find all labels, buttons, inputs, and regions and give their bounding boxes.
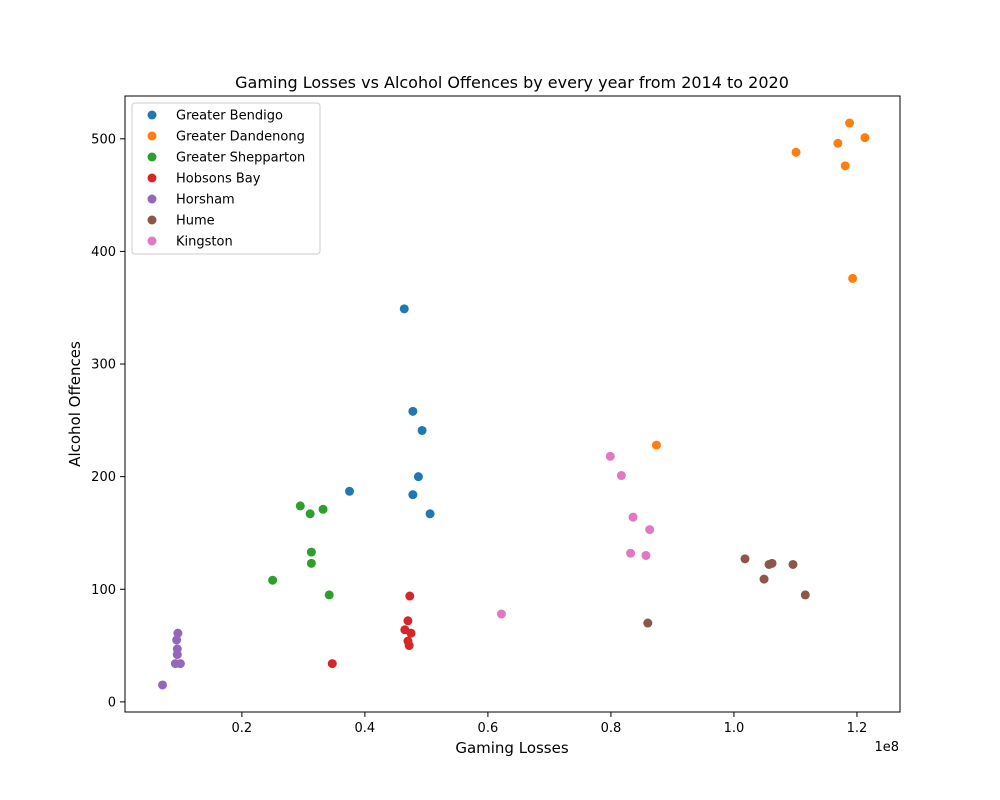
legend-marker-hume xyxy=(147,215,157,225)
point-kingston xyxy=(641,550,651,560)
point-hobsons-bay xyxy=(405,591,415,601)
x-tick-label: 0.2 xyxy=(232,721,253,736)
x-tick-label: 1.0 xyxy=(724,721,745,736)
y-tick-label: 100 xyxy=(91,583,116,598)
legend-marker-hobsons-bay xyxy=(147,173,157,183)
point-greater-bendigo xyxy=(345,486,355,496)
point-hobsons-bay xyxy=(403,616,413,626)
legend-label-greater-dandenong: Greater Dandenong xyxy=(176,130,305,145)
legend-frame xyxy=(131,102,321,255)
point-greater-bendigo xyxy=(425,509,435,519)
chart-title: Gaming Losses vs Alcohol Offences by eve… xyxy=(235,73,789,92)
point-greater-shepparton xyxy=(318,504,328,514)
x-tick-label: 0.8 xyxy=(601,721,622,736)
y-tick-label: 200 xyxy=(91,470,116,485)
point-greater-bendigo xyxy=(413,472,423,482)
plot-area xyxy=(124,95,901,713)
point-kingston xyxy=(645,525,655,535)
point-horsham xyxy=(172,650,182,660)
x-axis-label: Gaming Losses xyxy=(455,739,569,757)
point-greater-bendigo xyxy=(399,304,409,314)
legend-label-greater-shepparton: Greater Shepparton xyxy=(176,151,305,166)
point-hume xyxy=(767,558,777,568)
point-greater-dandenong xyxy=(840,161,850,171)
point-greater-shepparton xyxy=(295,501,305,511)
point-greater-shepparton xyxy=(306,547,316,557)
legend-marker-greater-bendigo xyxy=(147,110,157,120)
y-tick-label: 500 xyxy=(91,132,116,147)
point-hobsons-bay xyxy=(404,641,414,651)
point-hume xyxy=(643,618,653,628)
point-kingston xyxy=(628,512,638,522)
legend-marker-horsham xyxy=(147,194,157,204)
y-tick-label: 0 xyxy=(108,695,116,710)
point-greater-shepparton xyxy=(305,509,315,519)
legend-label-horsham: Horsham xyxy=(176,193,235,208)
y-axis-label: Alcohol Offences xyxy=(66,341,84,467)
point-hume xyxy=(788,559,798,569)
point-hobsons-bay xyxy=(406,628,416,638)
y-tick-label: 300 xyxy=(91,358,116,373)
x-tick-label: 0.4 xyxy=(355,721,376,736)
point-hobsons-bay xyxy=(327,659,337,669)
point-kingston xyxy=(605,451,615,461)
point-greater-bendigo xyxy=(408,406,418,416)
point-kingston xyxy=(496,609,506,619)
legend-marker-greater-dandenong xyxy=(147,131,157,141)
x-axis: 0.2 0.4 0.6 0.8 1.0 1.2 xyxy=(232,712,868,736)
legend-label-hobsons-bay: Hobsons Bay xyxy=(176,172,261,187)
point-horsham xyxy=(172,635,182,645)
point-greater-dandenong xyxy=(860,133,870,143)
point-greater-bendigo xyxy=(417,425,427,435)
point-greater-shepparton xyxy=(306,558,316,568)
y-tick-label: 400 xyxy=(91,245,116,260)
legend-label-kingston: Kingston xyxy=(176,235,233,250)
x-tick-label: 1.2 xyxy=(847,721,868,736)
point-horsham xyxy=(158,680,168,690)
point-hume xyxy=(759,574,769,584)
point-greater-dandenong xyxy=(845,118,855,128)
x-tick-label: 0.6 xyxy=(478,721,499,736)
point-greater-shepparton xyxy=(268,575,278,585)
legend-label-greater-bendigo: Greater Bendigo xyxy=(176,109,283,124)
point-kingston xyxy=(626,548,636,558)
legend-marker-greater-shepparton xyxy=(147,152,157,162)
point-horsham xyxy=(173,628,183,638)
point-hume xyxy=(740,554,750,564)
legend-marker-kingston xyxy=(147,236,157,246)
legend: Greater Bendigo Greater Dandenong Greater … xyxy=(131,102,321,255)
x-offset-text: 1e8 xyxy=(874,740,899,755)
point-greater-dandenong xyxy=(833,138,843,148)
data-points xyxy=(158,118,870,690)
point-greater-shepparton xyxy=(324,590,334,600)
point-hume xyxy=(800,590,810,600)
point-greater-dandenong xyxy=(651,440,661,450)
point-greater-bendigo xyxy=(408,490,418,500)
point-greater-dandenong xyxy=(848,273,858,283)
legend-label-hume: Hume xyxy=(176,214,215,229)
point-horsham xyxy=(175,659,185,669)
point-kingston xyxy=(616,471,626,481)
point-greater-dandenong xyxy=(791,147,801,157)
y-axis: 0 100 200 300 400 500 xyxy=(91,132,125,710)
